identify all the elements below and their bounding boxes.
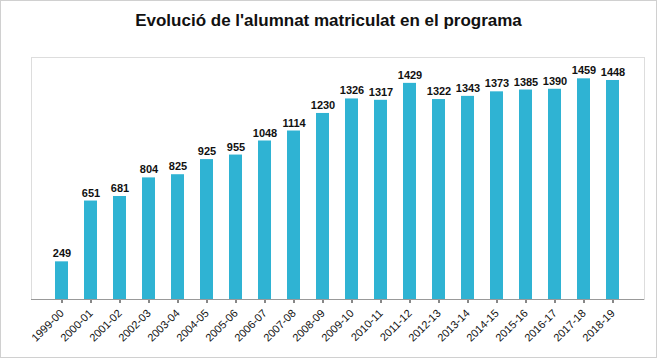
svg-text:2009-10: 2009-10 bbox=[319, 307, 356, 344]
svg-text:804: 804 bbox=[140, 163, 159, 175]
svg-text:2015-16: 2015-16 bbox=[492, 306, 530, 344]
svg-text:825: 825 bbox=[169, 160, 187, 172]
svg-text:1322: 1322 bbox=[427, 85, 451, 97]
svg-text:2008-09: 2008-09 bbox=[289, 306, 327, 344]
svg-text:2011-12: 2011-12 bbox=[377, 306, 414, 344]
svg-text:2002-03: 2002-03 bbox=[115, 306, 153, 344]
svg-text:2018-19: 2018-19 bbox=[580, 307, 617, 344]
svg-text:2016-17: 2016-17 bbox=[521, 306, 559, 344]
svg-text:2012-13: 2012-13 bbox=[405, 306, 443, 344]
svg-text:2001-02: 2001-02 bbox=[86, 306, 124, 344]
svg-text:2006-07: 2006-07 bbox=[231, 306, 269, 344]
svg-text:1385: 1385 bbox=[514, 76, 538, 88]
svg-text:681: 681 bbox=[111, 182, 129, 194]
svg-text:2003-04: 2003-04 bbox=[144, 306, 182, 344]
svg-text:955: 955 bbox=[227, 141, 245, 153]
svg-text:2005-06: 2005-06 bbox=[202, 306, 240, 344]
svg-text:1429: 1429 bbox=[398, 69, 422, 81]
svg-text:1373: 1373 bbox=[485, 77, 509, 89]
svg-text:2004-05: 2004-05 bbox=[173, 306, 211, 344]
svg-text:925: 925 bbox=[198, 145, 216, 157]
svg-text:1343: 1343 bbox=[456, 82, 480, 94]
svg-text:1317: 1317 bbox=[369, 86, 393, 98]
svg-text:249: 249 bbox=[53, 247, 71, 259]
svg-text:1448: 1448 bbox=[601, 66, 625, 78]
html-text:Evolució de l'alumnat matricul: Evolució de l'alumnat matriculat en el p… bbox=[135, 11, 522, 30]
svg-text:2010-11: 2010-11 bbox=[348, 306, 385, 344]
svg-text:2017-18: 2017-18 bbox=[550, 306, 588, 344]
svg-text:1048: 1048 bbox=[253, 127, 277, 139]
svg-text:2013-14: 2013-14 bbox=[434, 306, 472, 344]
svg-text:1326: 1326 bbox=[340, 84, 364, 96]
svg-text:2000-01: 2000-01 bbox=[57, 306, 95, 344]
svg-text:1459: 1459 bbox=[572, 64, 596, 76]
svg-text:2014-15: 2014-15 bbox=[463, 306, 501, 344]
svg-text:651: 651 bbox=[82, 187, 100, 199]
svg-text:1114: 1114 bbox=[282, 117, 306, 129]
svg-text:1230: 1230 bbox=[311, 99, 335, 111]
svg-text:1999-00: 1999-00 bbox=[28, 306, 66, 344]
svg-text:1390: 1390 bbox=[543, 75, 567, 87]
svg-text:2007-08: 2007-08 bbox=[260, 306, 298, 344]
